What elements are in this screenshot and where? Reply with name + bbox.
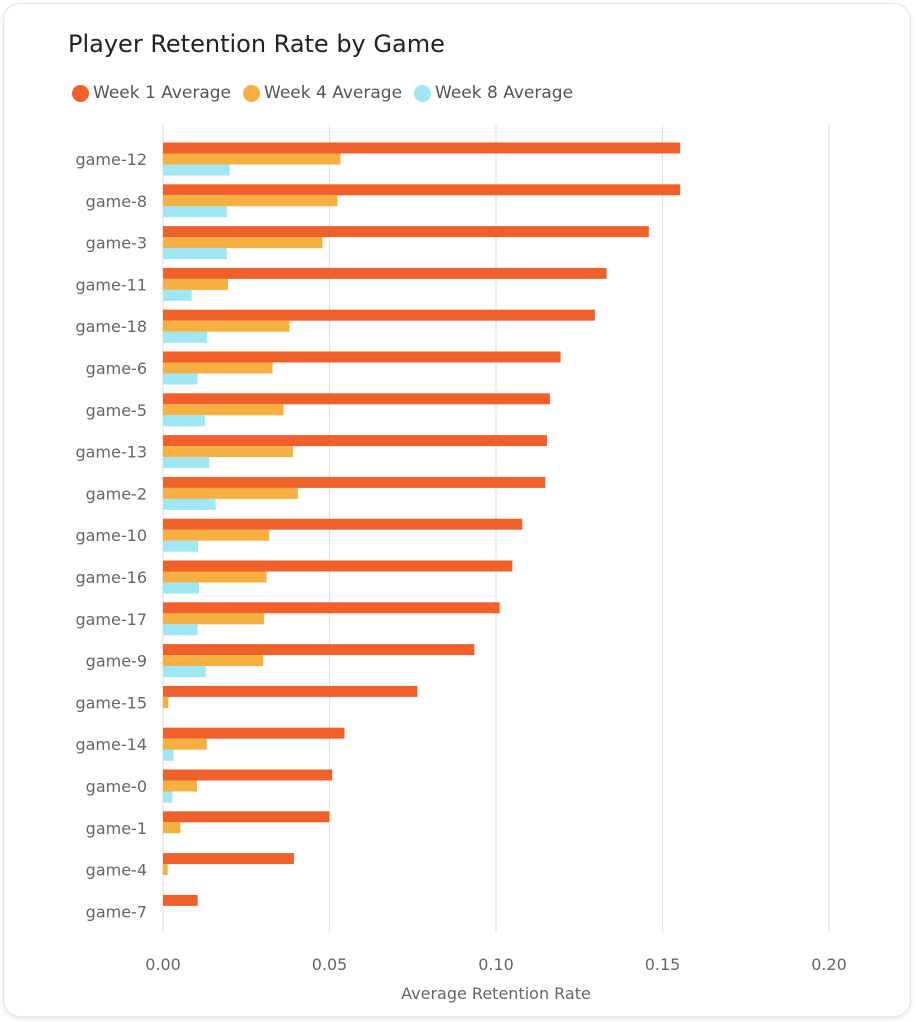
y-tick-label: game-5 bbox=[86, 401, 147, 420]
bar[interactable] bbox=[163, 560, 513, 572]
x-tick-label: 0.00 bbox=[145, 955, 181, 974]
y-tick-label: game-13 bbox=[75, 443, 147, 462]
bar[interactable] bbox=[163, 624, 198, 636]
bar[interactable] bbox=[163, 749, 174, 761]
legend-label-week4: Week 4 Average bbox=[264, 83, 403, 103]
bar[interactable] bbox=[163, 278, 228, 290]
y-tick-label: game-4 bbox=[86, 861, 147, 880]
bar[interactable] bbox=[163, 529, 270, 541]
bar[interactable] bbox=[163, 518, 523, 530]
x-axis-title: Average Retention Rate bbox=[401, 984, 591, 1003]
bar[interactable] bbox=[163, 184, 681, 196]
chart-card: Player Retention Rate by Game Week 1 Ave… bbox=[4, 4, 910, 1016]
bar[interactable] bbox=[163, 822, 181, 834]
x-tick-label: 0.20 bbox=[811, 955, 847, 974]
bar[interactable] bbox=[163, 393, 550, 405]
bar[interactable] bbox=[163, 540, 198, 552]
y-tick-label: game-9 bbox=[86, 652, 147, 671]
y-tick-label: game-10 bbox=[75, 526, 147, 545]
bar[interactable] bbox=[163, 498, 216, 510]
x-tick-label: 0.15 bbox=[645, 955, 681, 974]
legend-item-week4[interactable]: Week 4 Average bbox=[243, 83, 402, 103]
legend-item-week1[interactable]: Week 1 Average bbox=[72, 83, 231, 103]
y-tick-label: game-16 bbox=[75, 568, 147, 587]
bar[interactable] bbox=[163, 666, 206, 678]
y-tick-label: game-7 bbox=[86, 902, 147, 921]
bar[interactable] bbox=[163, 195, 338, 207]
x-tick-label: 0.05 bbox=[312, 955, 348, 974]
chart-legend: Week 1 Average Week 4 Average Week 8 Ave… bbox=[72, 83, 573, 103]
bar[interactable] bbox=[163, 331, 208, 343]
y-tick-label: game-3 bbox=[86, 234, 147, 253]
bar[interactable] bbox=[163, 582, 199, 594]
bar[interactable] bbox=[163, 571, 267, 583]
bar[interactable] bbox=[163, 404, 284, 416]
x-tick-label: 0.10 bbox=[478, 955, 514, 974]
bar[interactable] bbox=[163, 727, 345, 739]
y-tick-label: game-11 bbox=[75, 275, 147, 294]
bar[interactable] bbox=[163, 142, 681, 154]
bar[interactable] bbox=[163, 435, 547, 447]
y-tick-label: game-8 bbox=[86, 192, 147, 211]
y-tick-label: game-2 bbox=[86, 484, 147, 503]
bar[interactable] bbox=[163, 164, 230, 176]
legend-label-week8: Week 8 Average bbox=[435, 83, 574, 103]
bar[interactable] bbox=[163, 685, 418, 697]
bar[interactable] bbox=[163, 780, 197, 792]
bar[interactable] bbox=[163, 864, 168, 876]
bar[interactable] bbox=[163, 248, 227, 260]
bar[interactable] bbox=[163, 309, 595, 321]
y-tick-label: game-1 bbox=[86, 819, 147, 838]
bar[interactable] bbox=[163, 487, 298, 499]
y-tick-label: game-18 bbox=[75, 317, 147, 336]
legend-label-week1: Week 1 Average bbox=[93, 83, 232, 103]
legend-swatch-week1 bbox=[72, 84, 89, 102]
bar[interactable] bbox=[163, 476, 546, 488]
bar[interactable] bbox=[163, 738, 207, 750]
bar[interactable] bbox=[163, 373, 198, 385]
y-tick-label: game-12 bbox=[75, 150, 147, 169]
chart-title: Player Retention Rate by Game bbox=[68, 30, 445, 58]
bar[interactable] bbox=[163, 206, 227, 218]
bar[interactable] bbox=[163, 320, 290, 332]
legend-swatch-week4 bbox=[243, 84, 261, 102]
y-tick-label: game-0 bbox=[86, 777, 147, 796]
bar[interactable] bbox=[163, 853, 294, 865]
legend-item-week8[interactable]: Week 8 Average bbox=[414, 83, 573, 103]
bar[interactable] bbox=[163, 696, 169, 708]
bar[interactable] bbox=[163, 655, 264, 667]
bar[interactable] bbox=[163, 237, 323, 249]
bar[interactable] bbox=[163, 153, 341, 165]
bar[interactable] bbox=[163, 415, 205, 427]
bar[interactable] bbox=[163, 602, 500, 614]
y-tick-label: game-14 bbox=[75, 735, 147, 754]
bar[interactable] bbox=[163, 457, 210, 469]
bar[interactable] bbox=[163, 811, 330, 823]
bar[interactable] bbox=[163, 226, 649, 238]
bar[interactable] bbox=[163, 446, 293, 458]
y-tick-label: game-6 bbox=[86, 359, 147, 378]
bar[interactable] bbox=[163, 362, 273, 374]
bar[interactable] bbox=[163, 289, 192, 301]
bar[interactable] bbox=[163, 267, 607, 279]
bar[interactable] bbox=[163, 644, 475, 656]
bar[interactable] bbox=[163, 351, 561, 363]
y-tick-label: game-17 bbox=[75, 610, 147, 629]
bar[interactable] bbox=[163, 894, 198, 906]
bar[interactable] bbox=[163, 791, 173, 803]
bar[interactable] bbox=[163, 769, 333, 781]
bar[interactable] bbox=[163, 613, 264, 625]
y-tick-label: game-15 bbox=[75, 693, 147, 712]
legend-swatch-week8 bbox=[414, 84, 432, 102]
